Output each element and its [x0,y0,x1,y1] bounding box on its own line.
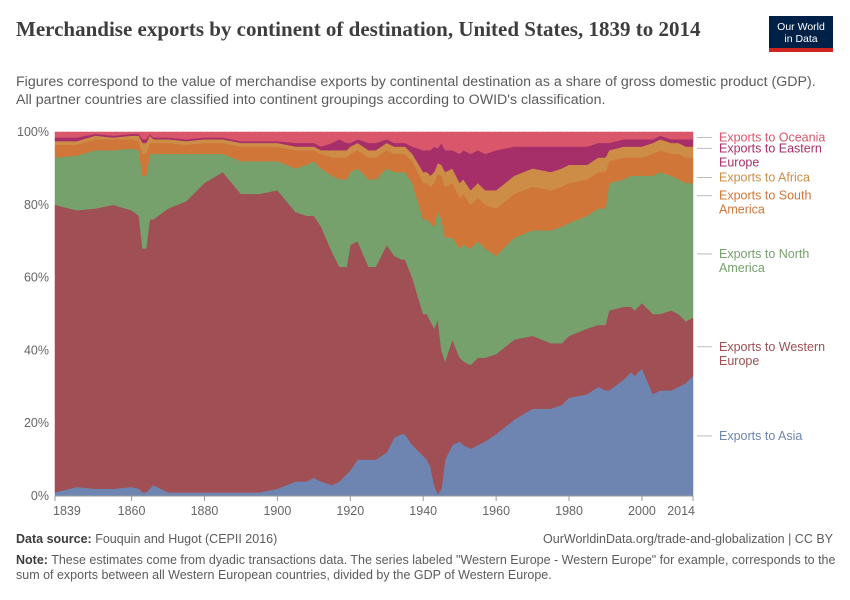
legend-label: Exports to Asia [719,429,802,443]
y-tick-label: 0% [31,489,49,503]
legend-label: Exports to Africa [719,171,810,185]
source-url-link[interactable]: OurWorldinData.org/trade-and-globalizati… [543,532,833,546]
x-tick-label: 1980 [555,504,583,518]
y-tick-label: 60% [24,271,49,285]
y-tick-label: 80% [24,198,49,212]
data-source: Data source: Fouquin and Hugot (CEPII 20… [16,532,277,547]
x-tick-label: 2014 [667,504,695,518]
logo-line-2: in Data [784,33,818,45]
chart-title: Merchandise exports by continent of dest… [16,17,701,41]
y-tick-label: 100% [17,125,49,139]
y-tick-label: 40% [24,343,49,357]
x-tick-label: 1900 [263,504,291,518]
owid-logo[interactable]: Our World in Data [769,16,833,52]
y-tick-label: 20% [24,416,49,430]
area-exports-to-oceania [54,131,694,155]
legend-label: America [719,261,765,275]
logo-line-1: Our World [777,21,825,33]
x-tick-label: 1940 [409,504,437,518]
x-tick-label: 2000 [628,504,656,518]
x-tick-label: 1839 [53,504,81,518]
legend-label: Exports to Western [719,340,825,354]
note-label: Note: [16,553,48,567]
x-tick-label: 1960 [482,504,510,518]
source-label: Data source: [16,532,92,546]
x-tick-label: 1860 [118,504,146,518]
note-text: These estimates come from dyadic transac… [16,553,836,582]
legend-label: Exports to South [719,189,811,203]
stacked-areas [54,131,694,497]
area-chart: 0% 20% 40% 60% 80% 100% 1839 1860 1880 1900 1920 19… [17,125,825,518]
x-tick-label: 1880 [191,504,219,518]
x-tick-label: 1920 [336,504,364,518]
legend-label: Exports to Oceania [719,130,825,144]
axes: 0% 20% 40% 60% 80% 100% 1839 1860 1880 1900 1920 19… [17,125,695,518]
chart-note: Note: These estimates come from dyadic t… [16,553,836,583]
legend-label: Europe [719,354,759,368]
legend-label: Exports to Eastern [719,141,822,155]
legend-label: America [719,203,765,217]
legend-label: Exports to North [719,247,809,261]
chart-subtitle: Figures correspond to the value of merch… [16,74,816,108]
legend-label: Europe [719,155,759,169]
source-text: Fouquin and Hugot (CEPII 2016) [95,532,278,546]
